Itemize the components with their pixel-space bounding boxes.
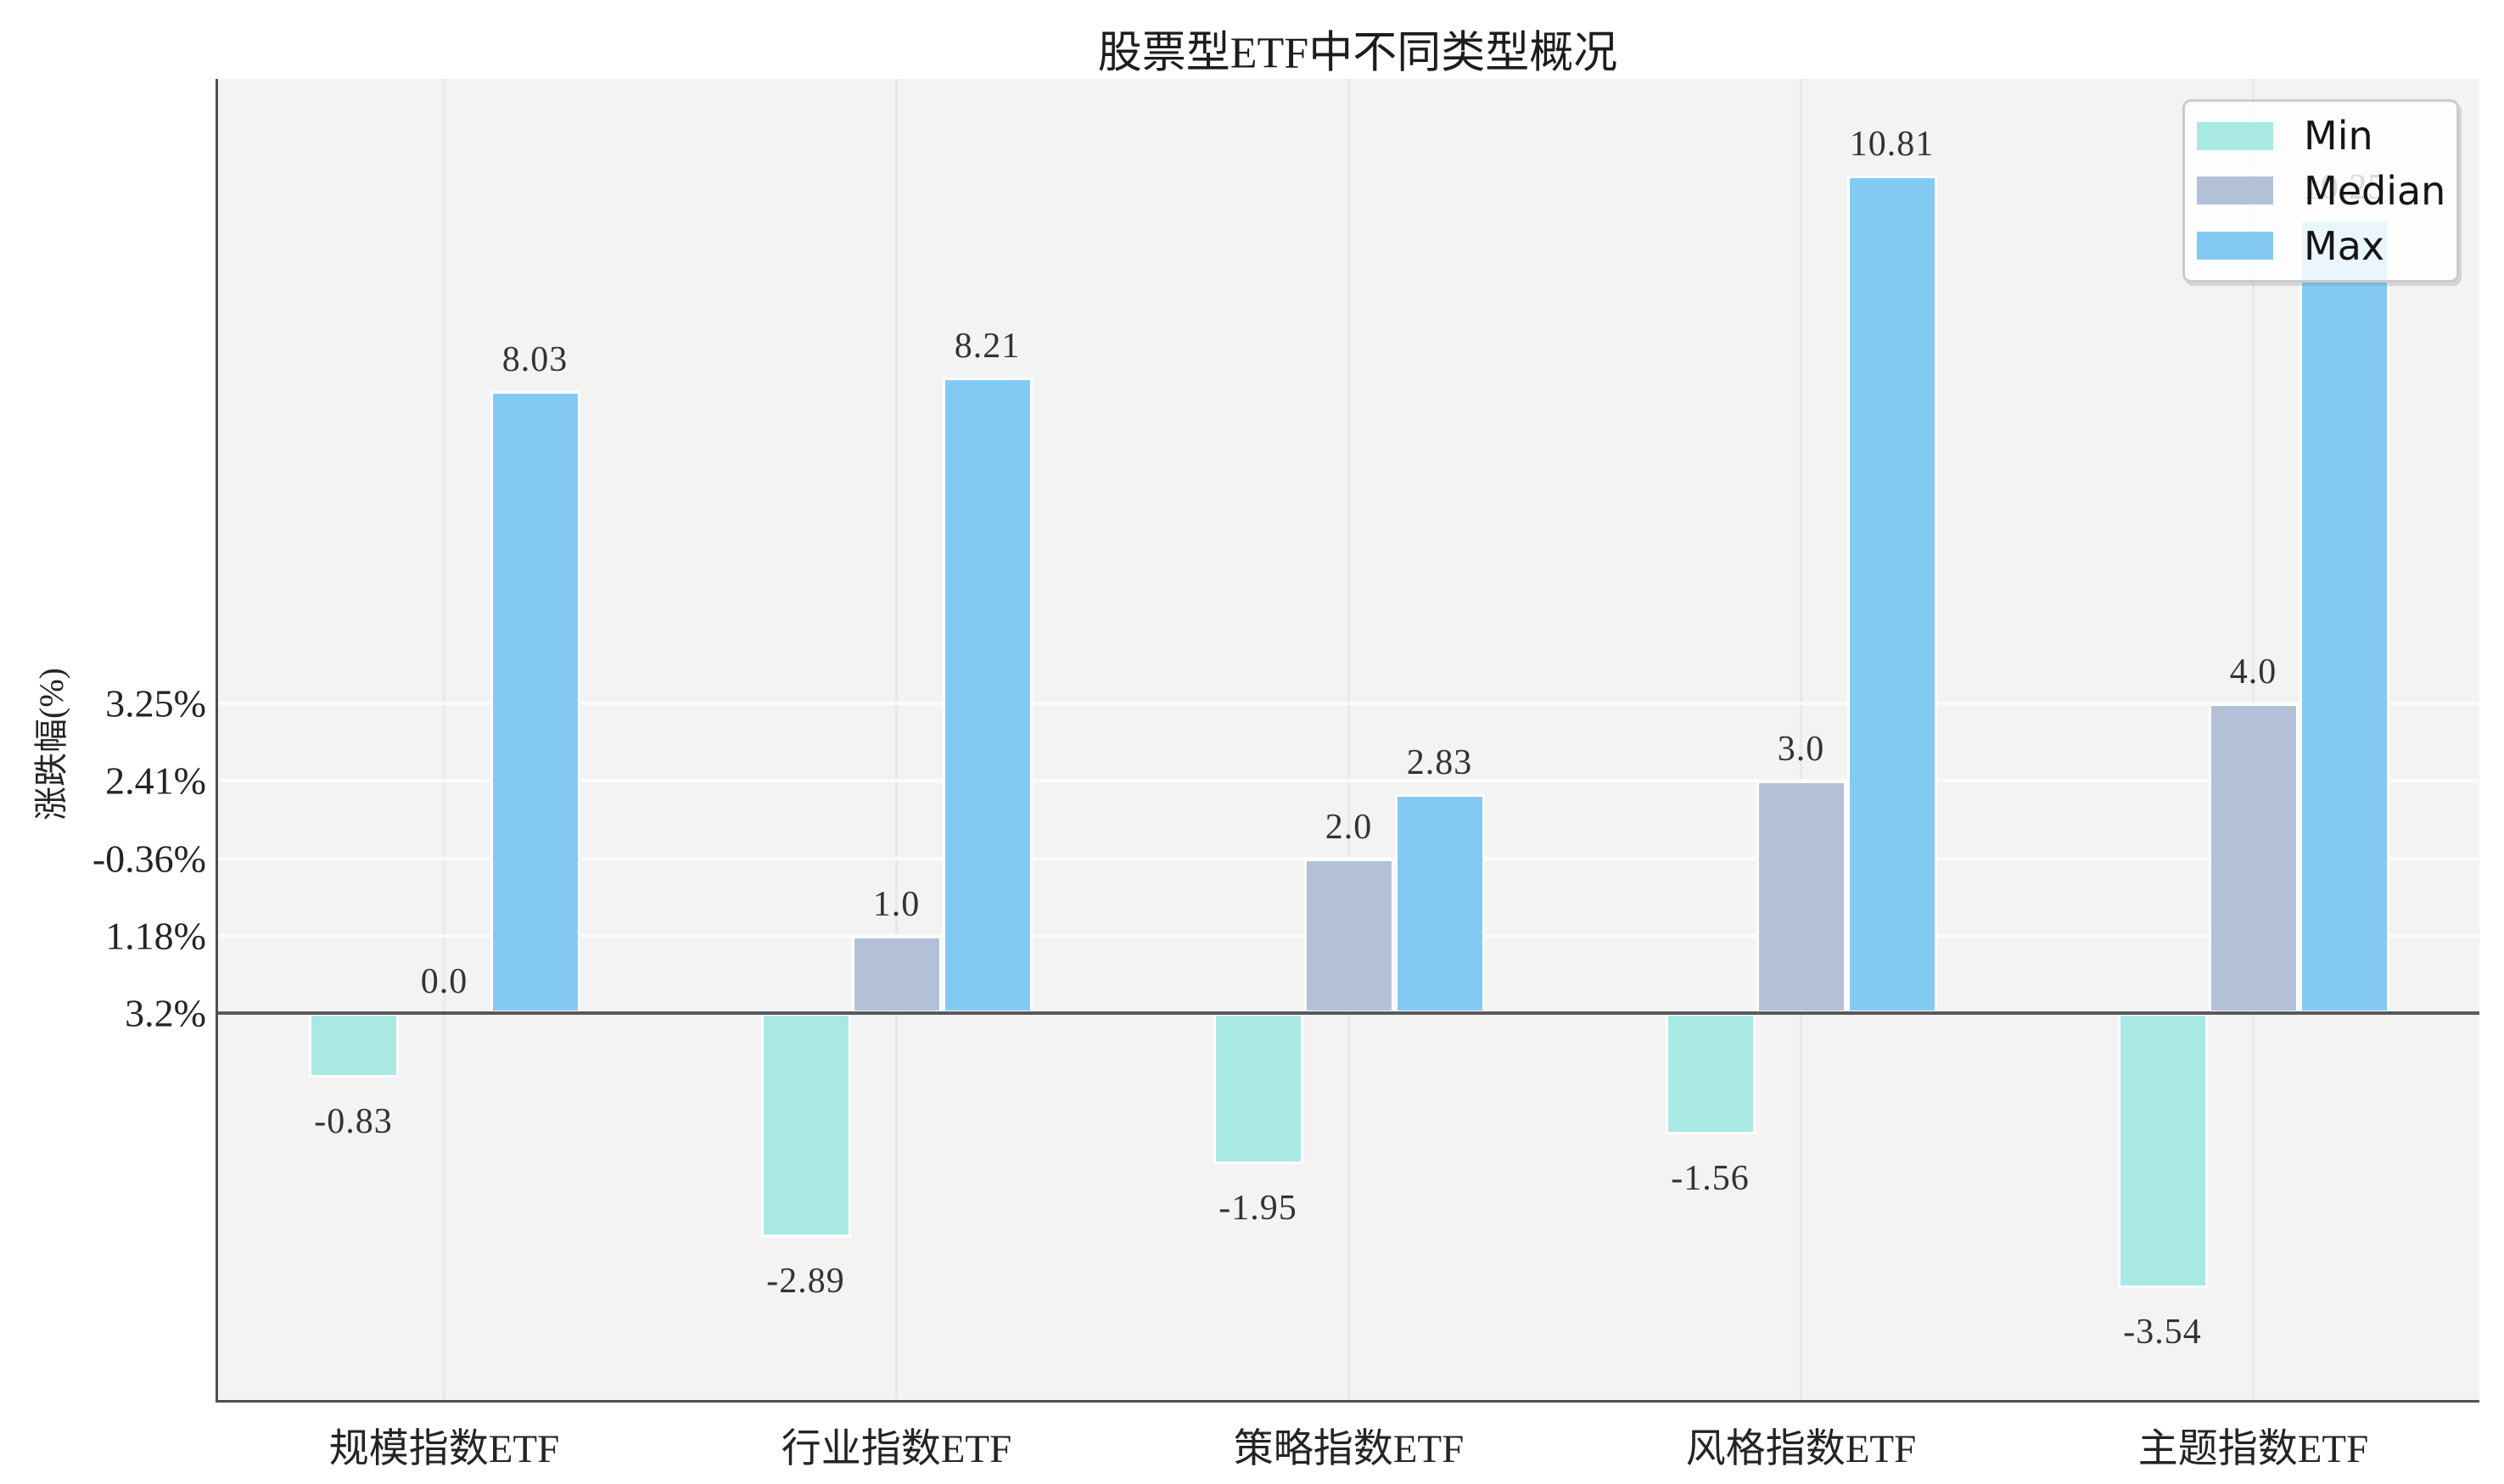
zero-baseline — [218, 1011, 2479, 1016]
bar-max — [942, 377, 1033, 1014]
bar-value-label: 8.21 — [954, 326, 1021, 366]
bar-min — [1213, 1013, 1303, 1165]
bar-median — [1303, 858, 1394, 1014]
vertical-gridline — [1347, 79, 1350, 1400]
x-category-label: 规模指数ETF — [328, 1427, 560, 1471]
y-tick-label: 3.2% — [125, 991, 206, 1035]
legend-item-median: Median — [2197, 171, 2445, 210]
bar-value-label: 2.0 — [1325, 807, 1373, 847]
plot-area: -0.83 -2.89 -1.95 -1.56 -3.54 0.0 1.0 2.0 3.0 4.0… — [218, 79, 2479, 1400]
vertical-gridline — [1800, 79, 1802, 1400]
bar-value-label: -1.56 — [1671, 1158, 1750, 1198]
x-category-label: 主题指数ETF — [2137, 1427, 2369, 1471]
bar-value-label: -2.89 — [766, 1262, 845, 1302]
bar-value-label: 1.0 — [872, 884, 921, 924]
bar-value-label: -3.54 — [2123, 1312, 2202, 1352]
horizontal-gridline — [218, 702, 2479, 706]
y-tick-label: 1.18% — [105, 914, 206, 958]
legend-label-max: Max — [2304, 222, 2385, 269]
bar-median — [2208, 703, 2299, 1014]
bar-value-label: 8.03 — [501, 340, 569, 380]
bar-max — [490, 391, 580, 1014]
x-category-label: 风格指数ETF — [1685, 1427, 1917, 1471]
bar-max — [1846, 176, 1937, 1014]
bar-value-label: 4.0 — [2229, 652, 2277, 692]
bar-value-label: 3.0 — [1777, 730, 1825, 770]
legend-swatch-max-icon — [2197, 232, 2273, 260]
bar-value-label: -0.83 — [314, 1102, 393, 1142]
legend-swatch-min-icon — [2197, 121, 2273, 150]
bar-value-label: 0.0 — [420, 962, 468, 1002]
left-axis-spine — [216, 79, 218, 1403]
y-tick-label: 2.41% — [105, 759, 206, 803]
bar-min — [1665, 1013, 1756, 1134]
legend-swatch-median-icon — [2197, 176, 2273, 205]
legend-item-min: Min — [2197, 116, 2445, 155]
legend-label-median: Median — [2304, 167, 2446, 214]
x-category-label: 策略指数ETF — [1233, 1427, 1465, 1471]
vertical-gridline — [895, 79, 898, 1400]
bar-min — [308, 1013, 399, 1078]
bar-value-label: 10.81 — [1849, 125, 1935, 165]
legend: Min Median Max — [2182, 99, 2459, 283]
legend-item-max: Max — [2197, 227, 2445, 266]
legend-label-min: Min — [2304, 113, 2373, 160]
bar-median — [851, 935, 942, 1014]
vertical-gridline — [443, 79, 445, 1400]
bar-value-label: -1.95 — [1218, 1189, 1297, 1229]
x-category-label: 行业指数ETF — [781, 1427, 1012, 1471]
bar-value-label: 2.83 — [1406, 742, 1473, 782]
bar-max — [1394, 793, 1485, 1014]
y-tick-label: 3.25% — [105, 681, 206, 725]
y-tick-label: -0.36% — [92, 837, 206, 881]
bottom-axis-spine — [216, 1400, 2479, 1403]
chart-title: 股票型ETF中不同类型概况 — [1097, 29, 1618, 78]
bar-max — [2299, 219, 2389, 1014]
bar-median — [1756, 781, 1846, 1014]
bar-min — [760, 1013, 851, 1238]
horizontal-gridline — [218, 779, 2479, 783]
bar-min — [2117, 1013, 2208, 1288]
